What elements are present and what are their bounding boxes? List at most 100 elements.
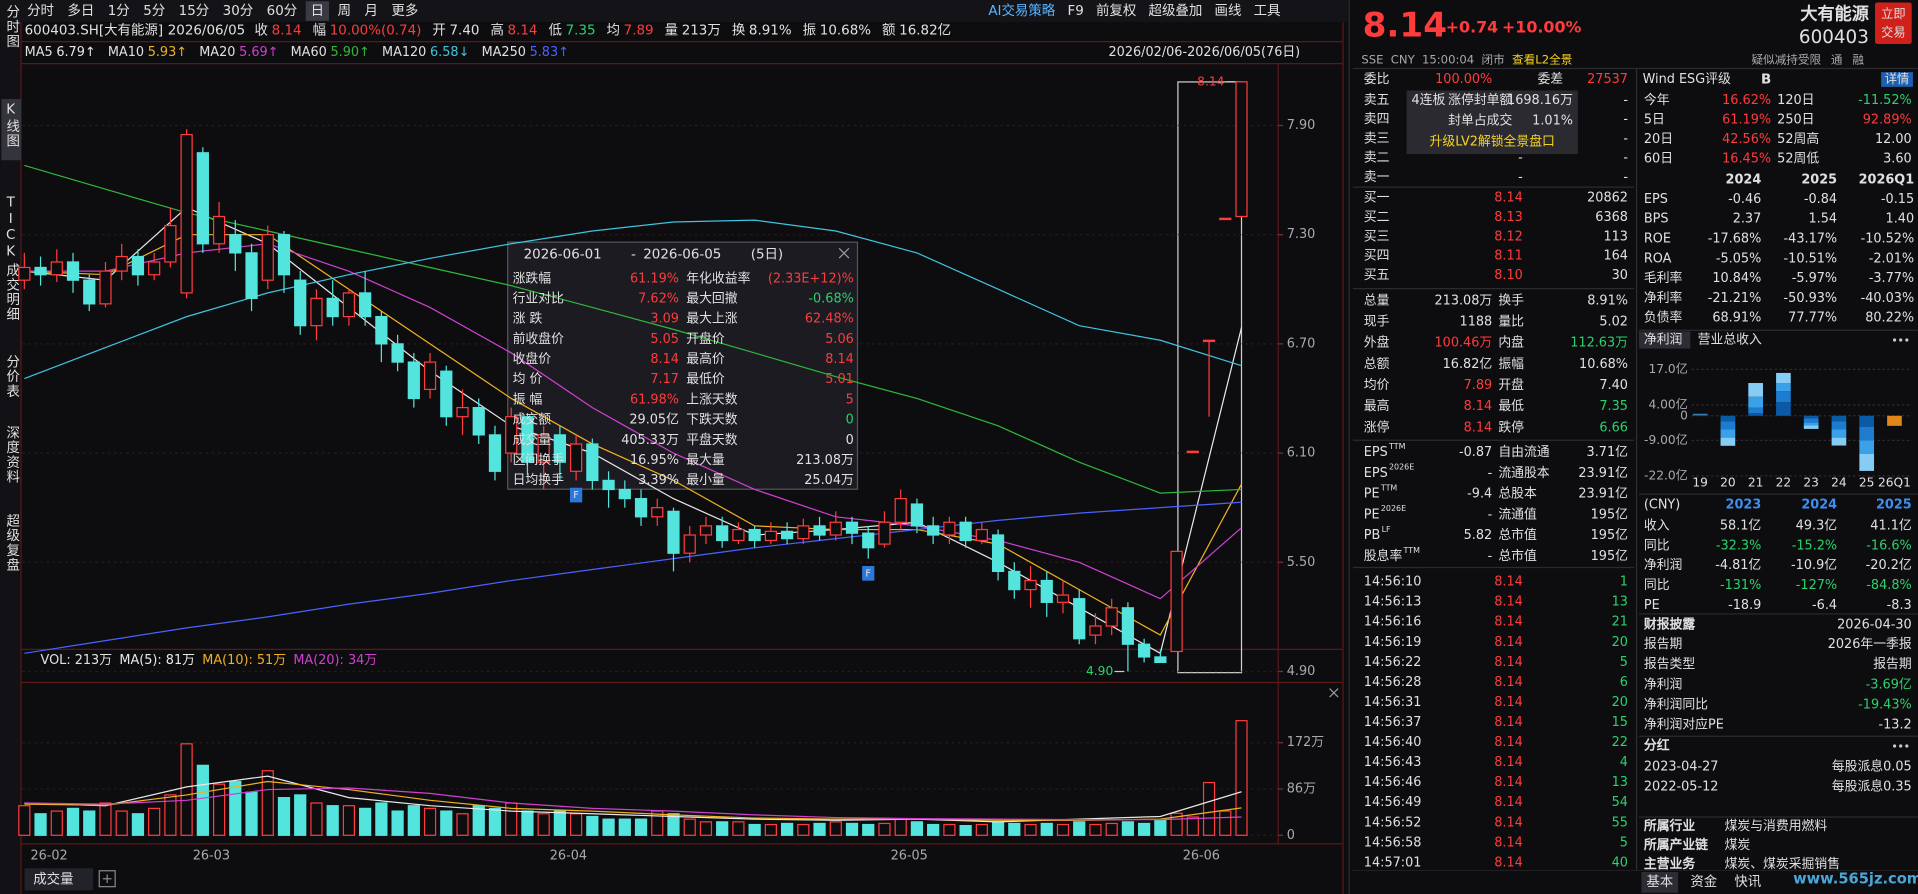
- label[interactable]: 详情: [1885, 71, 1909, 86]
- label: 2026-06-01: [524, 247, 602, 262]
- tab[interactable]: 月: [364, 4, 377, 19]
- label: 通: [1831, 52, 1843, 66]
- x-tick-label: 22: [1776, 476, 1792, 490]
- label: 振幅: [1498, 357, 1524, 372]
- label: 14:56:28: [1364, 675, 1422, 690]
- bottom-tab[interactable]: 基本: [1646, 873, 1673, 890]
- candle-body: [537, 434, 550, 463]
- label: 5.90↑: [330, 45, 369, 60]
- candle-body: [1089, 625, 1102, 636]
- volume-bar: [407, 805, 420, 836]
- tool[interactable]: 前复权: [1096, 2, 1136, 19]
- tab[interactable]: 周: [338, 4, 351, 19]
- side-tab[interactable]: TICK: [3, 196, 18, 261]
- bottom-tab[interactable]: 成交量: [33, 870, 73, 887]
- label: 5: [1620, 835, 1628, 850]
- tool[interactable]: AI交易策略: [988, 2, 1055, 19]
- tab[interactable]: 分时: [27, 3, 54, 19]
- volume-bar: [748, 823, 761, 836]
- label: 7.89: [1464, 378, 1493, 393]
- x-tick-label: 26Q1: [1878, 476, 1911, 490]
- label: 112.63万: [1570, 336, 1628, 351]
- label: -0.46: [1728, 192, 1761, 207]
- label: MA(5): 81万: [119, 653, 195, 668]
- tool[interactable]: F9: [1067, 4, 1083, 19]
- label: 量比: [1498, 315, 1524, 330]
- tab[interactable]: 60分: [267, 3, 298, 19]
- candle-body: [732, 528, 745, 542]
- label: 毛利率: [1644, 270, 1683, 286]
- tab[interactable]: 1分: [108, 3, 130, 19]
- label: 21: [1612, 615, 1628, 630]
- label[interactable]: 交易: [1881, 25, 1905, 40]
- candle-body: [261, 234, 274, 281]
- candle-body: [1170, 550, 1183, 653]
- bottom-tab[interactable]: 快讯: [1734, 874, 1761, 890]
- label[interactable]: 营业总收入: [1698, 332, 1762, 347]
- label: EPS: [1644, 192, 1668, 207]
- label: 同比: [1644, 538, 1670, 553]
- label: 2026E: [1381, 504, 1406, 513]
- label: 上涨天数: [686, 392, 737, 407]
- label: 1698.16万: [1507, 93, 1573, 108]
- x-tick-label: 25: [1859, 476, 1875, 490]
- label[interactable]: 立即: [1881, 6, 1905, 21]
- tab[interactable]: 5分: [143, 3, 165, 19]
- y-tick-label: 0: [1680, 408, 1688, 422]
- tool[interactable]: 画线: [1215, 3, 1242, 19]
- bottom-tab[interactable]: 资金: [1690, 874, 1717, 890]
- label: 20日: [1644, 132, 1673, 147]
- label: MA120: [382, 45, 426, 60]
- side-tab[interactable]: 超级复盘: [3, 513, 20, 572]
- tab[interactable]: 日: [311, 4, 324, 19]
- label: 52周低: [1777, 151, 1819, 166]
- label: MA10: [108, 45, 144, 60]
- label: 8.14: [1494, 775, 1523, 790]
- volume-bar: [1170, 812, 1183, 836]
- vol-close[interactable]: [1329, 688, 1339, 698]
- trade-button[interactable]: [1875, 2, 1912, 45]
- label: 3.39%: [638, 473, 679, 488]
- label: -13.2: [1878, 718, 1911, 733]
- label: 8.10: [1494, 268, 1523, 283]
- label: 42.56%: [1722, 132, 1771, 147]
- side-tab[interactable]: K线图: [3, 103, 20, 149]
- tab[interactable]: 30分: [223, 3, 254, 19]
- tab[interactable]: 更多: [391, 2, 418, 19]
- side-tab[interactable]: 深度资料: [3, 425, 20, 484]
- candle-body: [1154, 656, 1167, 664]
- side-tab[interactable]: 成交明细: [3, 263, 20, 322]
- label: LF: [1382, 525, 1391, 534]
- label: 0: [846, 433, 854, 448]
- tab[interactable]: 15分: [179, 3, 210, 19]
- label: -: [1623, 170, 1628, 185]
- label: 13: [1612, 775, 1628, 790]
- candle-body: [716, 525, 729, 542]
- profit-bar: [1803, 415, 1819, 419]
- tool[interactable]: 工具: [1254, 4, 1281, 19]
- label[interactable]: 净利润: [1644, 332, 1682, 347]
- label: 最高: [1364, 398, 1390, 414]
- side-tab[interactable]: 分价表: [3, 355, 20, 399]
- candle-body: [375, 315, 388, 345]
- candle-body: [440, 370, 453, 418]
- label: +10.00%: [1502, 18, 1582, 37]
- side-tab[interactable]: 分时图: [3, 5, 20, 49]
- label: 振 幅: [513, 392, 543, 407]
- label: EPS: [1364, 445, 1388, 460]
- volume-bar: [261, 770, 274, 836]
- tab[interactable]: 多日: [67, 2, 94, 19]
- profit-bar: [1803, 418, 1819, 423]
- label: -11.52%: [1858, 93, 1912, 108]
- tool[interactable]: 超级叠加: [1149, 3, 1203, 19]
- add-tab[interactable]: [98, 870, 116, 888]
- volume-bar: [1105, 822, 1118, 836]
- tooltip-close[interactable]: [838, 247, 850, 259]
- label[interactable]: 升级LV2解锁全景盘口: [1430, 133, 1555, 149]
- candle-body: [294, 279, 307, 327]
- label: -17.68%: [1708, 231, 1762, 246]
- label: 股息率: [1364, 548, 1403, 564]
- label: 1188: [1460, 315, 1493, 330]
